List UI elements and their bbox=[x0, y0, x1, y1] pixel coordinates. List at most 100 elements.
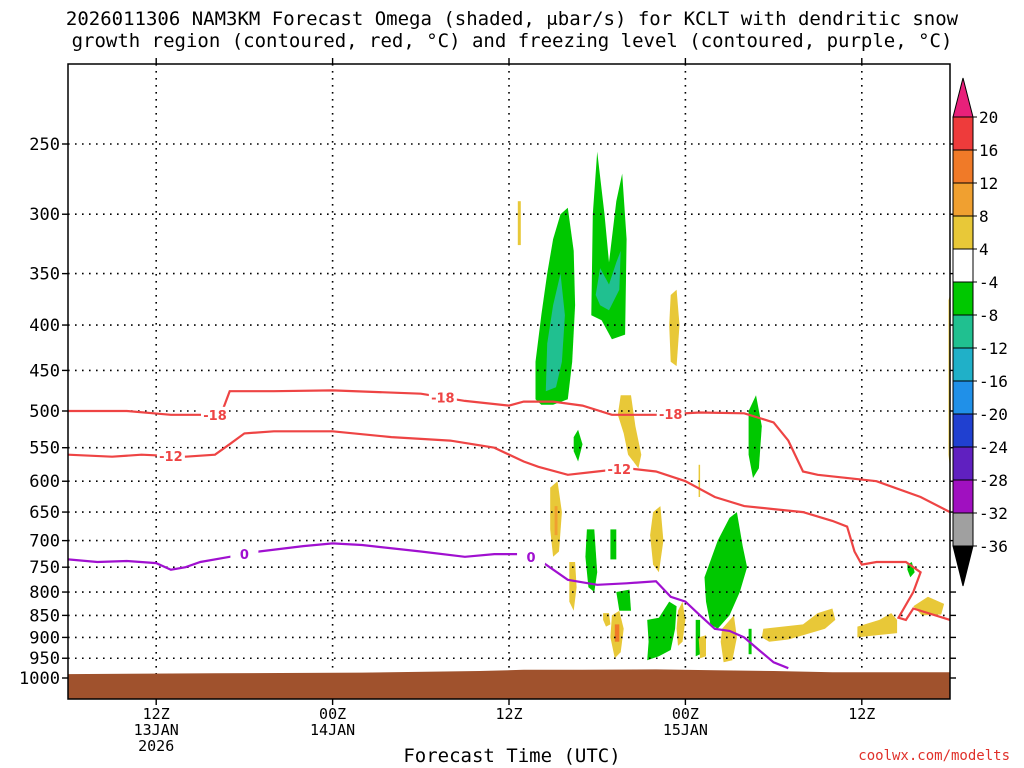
contour-label: -18 bbox=[203, 409, 227, 424]
x-tick-label: 14JAN bbox=[310, 721, 355, 739]
x-tick-label: 00Z bbox=[672, 705, 699, 723]
colorbar-box bbox=[952, 248, 974, 283]
colorbar-label: 20 bbox=[979, 108, 998, 127]
contour-label-bg bbox=[517, 548, 546, 565]
omega-shaded-area bbox=[695, 619, 701, 657]
contour-line bbox=[68, 430, 950, 622]
colorbar-label: -16 bbox=[979, 372, 1008, 391]
colorbar-box bbox=[952, 314, 974, 349]
colorbar-box bbox=[952, 380, 974, 415]
omega-shaded-area bbox=[610, 529, 617, 560]
colorbar-box bbox=[952, 149, 974, 184]
omega-shaded-area bbox=[603, 613, 611, 627]
y-tick-label: 550 bbox=[29, 439, 60, 459]
chart-title-line-2: growth region (contoured, red, °C) and f… bbox=[71, 30, 953, 52]
contour-line bbox=[68, 389, 950, 514]
x-tick-label: 00Z bbox=[319, 705, 346, 723]
contour-label-bg bbox=[201, 406, 229, 423]
colorbar-label: 8 bbox=[979, 207, 989, 226]
omega-shaded-area bbox=[573, 429, 583, 462]
contour-layer: -18 -18 -18 -12 -12 0 0 bbox=[68, 389, 950, 670]
y-tick-label: 400 bbox=[29, 316, 60, 336]
omega-shaded-area bbox=[748, 395, 762, 478]
terrain-layer bbox=[68, 669, 950, 699]
y-tick-label: 750 bbox=[29, 558, 60, 578]
contour-label: -18 bbox=[659, 408, 683, 423]
colorbar-top-arrow bbox=[952, 77, 974, 118]
y-tick-label: 700 bbox=[29, 532, 60, 552]
omega-shaded-area bbox=[720, 615, 737, 663]
omega-shaded-area bbox=[517, 201, 521, 246]
x-tick-label: 12Z bbox=[495, 705, 522, 723]
omega-shaded-area bbox=[761, 608, 836, 642]
colorbar-label: -24 bbox=[979, 438, 1008, 457]
omega-shaded-area bbox=[554, 506, 558, 536]
colorbar-label: -28 bbox=[979, 471, 1008, 490]
contour-label-bg bbox=[656, 406, 685, 423]
omega-shaded-area bbox=[704, 512, 748, 629]
y-tick-label: 800 bbox=[29, 583, 60, 603]
omega-shaded-area bbox=[617, 395, 642, 469]
colorbar-label: 4 bbox=[979, 240, 989, 259]
colorbar-label: -12 bbox=[979, 339, 1008, 358]
colorbar: 20 16 12 8 4 -4 -8 -12 -16 -20 -24 -28 -32 -36 bbox=[952, 77, 1008, 587]
omega-shaded-area bbox=[650, 506, 664, 573]
colorbar-box bbox=[952, 512, 974, 547]
contour-label: -12 bbox=[608, 463, 632, 478]
gridlines bbox=[68, 64, 950, 699]
colorbar-box bbox=[952, 281, 974, 316]
y-tick-label: 300 bbox=[29, 205, 60, 225]
y-tick-label: 350 bbox=[29, 265, 60, 285]
y-tick-label: 1000 bbox=[19, 669, 60, 689]
axes: 2503003504004505005506006507007508008509… bbox=[19, 58, 956, 755]
contour-line bbox=[68, 542, 789, 670]
x-tick-label: 2026 bbox=[138, 737, 174, 755]
x-tick-label: 13JAN bbox=[134, 721, 179, 739]
colorbar-box bbox=[952, 413, 974, 448]
colorbar-label: -36 bbox=[979, 537, 1008, 556]
omega-shaded-area bbox=[569, 562, 577, 611]
colorbar-box bbox=[952, 446, 974, 481]
colorbar-label: 12 bbox=[979, 174, 998, 193]
colorbar-box bbox=[952, 479, 974, 514]
omega-shaded-area bbox=[591, 151, 627, 340]
colorbar-label: -20 bbox=[979, 405, 1008, 424]
y-tick-label: 950 bbox=[29, 649, 60, 669]
credit-link[interactable]: coolwx.com/modelts bbox=[858, 748, 1010, 764]
colorbar-box bbox=[952, 116, 974, 151]
y-tick-label: 650 bbox=[29, 503, 60, 523]
y-tick-label: 250 bbox=[29, 135, 60, 155]
contour-label: -18 bbox=[431, 391, 455, 406]
x-tick-label: 12Z bbox=[848, 705, 875, 723]
omega-shaded-area bbox=[647, 601, 677, 661]
omega-shaded-area bbox=[595, 250, 621, 311]
y-tick-label: 600 bbox=[29, 472, 60, 492]
colorbar-label: 16 bbox=[979, 141, 998, 160]
omega-shaded-area bbox=[857, 613, 898, 638]
omega-shaded-area bbox=[614, 624, 620, 642]
omega-shaded-area bbox=[698, 635, 706, 659]
omega-shaded-area bbox=[669, 289, 680, 367]
contour-label-bg bbox=[605, 461, 634, 478]
colorbar-label: -32 bbox=[979, 504, 1008, 523]
colorbar-box bbox=[952, 182, 974, 217]
x-axis-label: Forecast Time (UTC) bbox=[403, 745, 621, 767]
colorbar-bottom-arrow bbox=[952, 545, 974, 587]
contour-label: -12 bbox=[159, 450, 183, 465]
y-tick-label: 500 bbox=[29, 402, 60, 422]
colorbar-box bbox=[952, 215, 974, 250]
x-tick-label: 15JAN bbox=[663, 721, 708, 739]
colorbar-label: -8 bbox=[979, 306, 998, 325]
contour-label: 0 bbox=[240, 548, 249, 563]
colorbar-box bbox=[952, 347, 974, 382]
contour-label-bg bbox=[428, 389, 457, 406]
contour-label-bg bbox=[156, 448, 185, 465]
x-tick-label: 12Z bbox=[143, 705, 170, 723]
y-tick-label: 900 bbox=[29, 628, 60, 648]
contour-label-bg bbox=[230, 546, 259, 563]
omega-shaded-area bbox=[585, 529, 598, 592]
contour-label: 0 bbox=[527, 551, 536, 566]
chart-title-line-1: 2026011306 NAM3KM Forecast Omega (shaded… bbox=[65, 8, 959, 30]
y-tick-label: 850 bbox=[29, 606, 60, 626]
